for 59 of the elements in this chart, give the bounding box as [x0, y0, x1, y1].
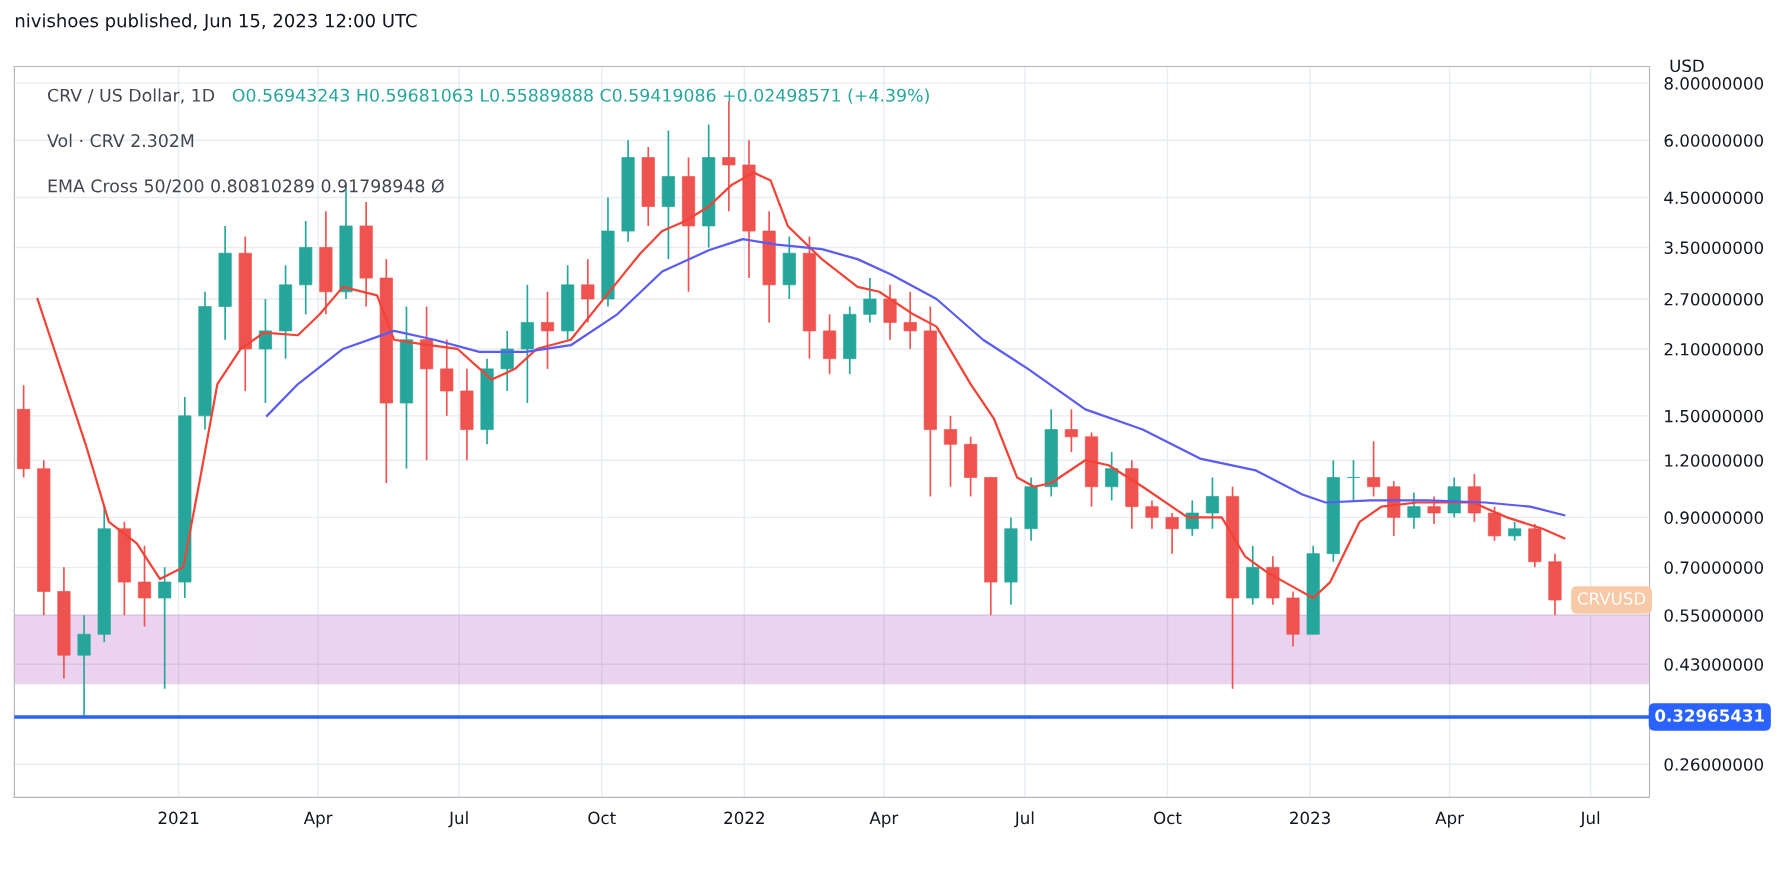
y-tick-label: 1.20000000 — [1665, 454, 1764, 467]
y-tick-label: 0.70000000 — [1664, 561, 1764, 574]
candlestick — [1185, 499, 1199, 537]
candlestick — [1487, 505, 1502, 542]
candlestick — [158, 566, 172, 690]
candlestick — [722, 100, 736, 213]
x-tick-label: 2022 — [724, 811, 764, 825]
y-tick-label: 2.10000000 — [1664, 342, 1764, 356]
candlestick — [1064, 408, 1078, 453]
y-tick-label: 3.50000000 — [1664, 241, 1764, 255]
ref-line-label: 0.32965431 — [1655, 709, 1764, 722]
y-tick-label: 8.00000000 — [1664, 77, 1764, 90]
candlestick — [77, 614, 91, 718]
candlestick — [1508, 521, 1522, 542]
candlestick — [1427, 495, 1441, 525]
candlestick — [540, 290, 555, 370]
y-tick-label: 2.70000000 — [1664, 292, 1764, 306]
text: nivishoes published, Jun 15, 2023 12:00 UTC — [15, 13, 417, 31]
y-tick-label: 0.55000000 — [1664, 609, 1764, 622]
candlestick — [863, 277, 877, 324]
text: CRV / US Dollar, 1D — [48, 88, 215, 104]
y-tick-label: 1.50000000 — [1665, 409, 1764, 423]
candlestick — [258, 298, 272, 404]
candlestick — [500, 330, 514, 392]
line-series — [265, 237, 1566, 517]
x-tick-label: Jul — [1579, 811, 1600, 828]
candlestick — [440, 338, 454, 417]
x-tick-label: Jul — [448, 811, 468, 828]
x-tick-label: 2023 — [1290, 811, 1330, 825]
y-tick-label: 0.90000000 — [1664, 511, 1764, 524]
candlestick — [137, 544, 152, 628]
candlestick — [1367, 440, 1381, 498]
x-tick-label: Apr — [303, 811, 333, 828]
candlestick — [883, 283, 897, 341]
y-axis-title: USD — [1670, 59, 1704, 73]
candlestick — [1407, 491, 1421, 530]
y-tick-label: 6.00000000 — [1664, 134, 1764, 147]
x-tick-label: Apr — [1435, 811, 1464, 828]
x-tick-label: Oct — [588, 811, 616, 825]
annotation: Vol · CRV 2.302M — [47, 133, 194, 148]
candlestick — [1205, 476, 1219, 530]
y-tick-label: 4.50000000 — [1664, 191, 1764, 205]
annotation: CRVUSD — [1577, 592, 1646, 605]
x-tick-label: Apr — [869, 811, 899, 828]
candlestick — [581, 258, 595, 324]
y-tick-label: 0.43000000 — [1664, 658, 1764, 671]
candlestick — [943, 415, 958, 488]
candlestick — [1165, 512, 1179, 555]
x-tick-label: Oct — [1154, 811, 1182, 825]
x-tick-label: 2021 — [158, 811, 199, 825]
candlestick — [1145, 499, 1159, 530]
candlestick — [903, 290, 917, 350]
candlestick — [1346, 459, 1361, 502]
line-series — [36, 171, 1566, 600]
y-tick-label: 0.26000000 — [1664, 758, 1764, 771]
annotation: O0.56943243 H0.59681063 L0.55889888 C0.59419086 +0.02498571 (+4.39%) — [232, 88, 929, 104]
candlestick — [1105, 451, 1119, 502]
annotation: EMA Cross 50/200 0.80810289 0.91798948 Ø — [48, 178, 444, 194]
x-tick-label: Jul — [1013, 811, 1034, 828]
